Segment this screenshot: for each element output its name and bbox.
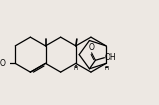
Text: OH: OH <box>105 53 116 62</box>
Text: O: O <box>0 59 6 68</box>
Text: H: H <box>104 66 108 70</box>
Text: H: H <box>74 66 78 70</box>
Text: O: O <box>88 43 94 52</box>
